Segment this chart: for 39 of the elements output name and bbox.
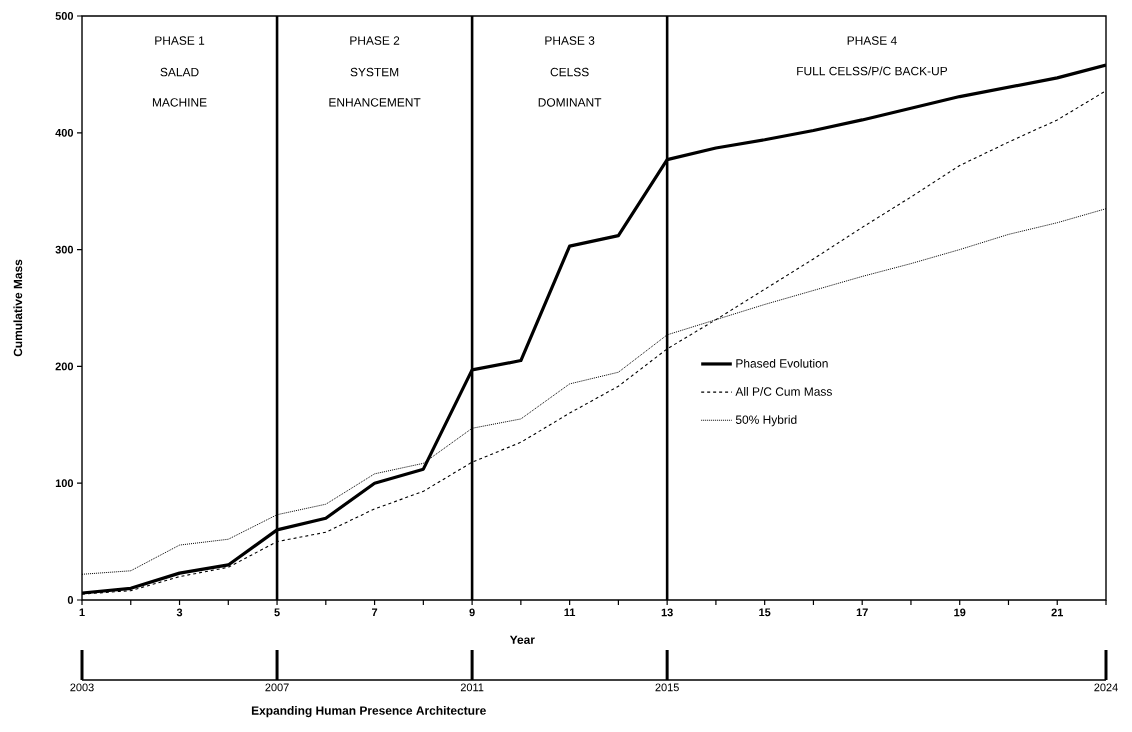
x2-tick-label: 2007: [265, 683, 289, 692]
annotation: FULL CELSS/P/C BACK-UP: [797, 66, 948, 76]
y-tick-label: 400: [55, 128, 74, 137]
annotation: SALAD: [160, 67, 199, 77]
x-tick-label: 5: [274, 608, 280, 617]
y-tick-label: 0: [67, 596, 74, 604]
annotation: DOMINANT: [538, 98, 602, 107]
x-tick-label: 13: [661, 608, 673, 617]
annotation: SYSTEM: [350, 67, 399, 77]
legend-label: Phased Evolution: [736, 358, 828, 368]
legend-label: All P/C Cum Mass: [735, 387, 832, 396]
y-axis-title: Cumulative Mass: [13, 259, 23, 357]
x2-tick-label: 2011: [460, 683, 484, 692]
annotation: PHASE 4: [847, 36, 897, 45]
x-tick-label: 21: [1051, 608, 1064, 617]
x2-tick-label: 2003: [70, 683, 94, 692]
x-tick-label: 11: [564, 608, 576, 617]
annotation: CELSS: [550, 67, 589, 77]
x-axis-title: Year: [509, 635, 535, 644]
annotation: PHASE 3: [545, 36, 595, 45]
x-tick-label: 19: [954, 608, 966, 617]
x-tick-label: 15: [759, 608, 771, 617]
x-tick-label: 17: [856, 608, 868, 617]
legend-label: 50% Hybrid: [735, 415, 797, 427]
annotation: PHASE 1: [155, 36, 205, 45]
x2-tick-label: 2015: [655, 683, 679, 692]
x-tick-label: 7: [372, 608, 378, 617]
y-tick-label: 100: [55, 479, 74, 488]
x-tick-label: 1: [79, 608, 85, 617]
x2-axis-title: Expanding Human Presence Architecture: [251, 706, 486, 718]
annotation: MACHINE: [152, 98, 207, 107]
y-tick-label: 500: [55, 12, 74, 20]
annotation: PHASE 2: [350, 36, 400, 45]
y-tick-label: 300: [55, 245, 74, 254]
x-tick-label: 3: [176, 608, 183, 617]
y-tick-label: 200: [55, 362, 74, 371]
annotation: ENHANCEMENT: [329, 98, 421, 107]
x2-tick-label: 2024: [1094, 683, 1118, 692]
x-tick-label: 9: [469, 608, 475, 617]
